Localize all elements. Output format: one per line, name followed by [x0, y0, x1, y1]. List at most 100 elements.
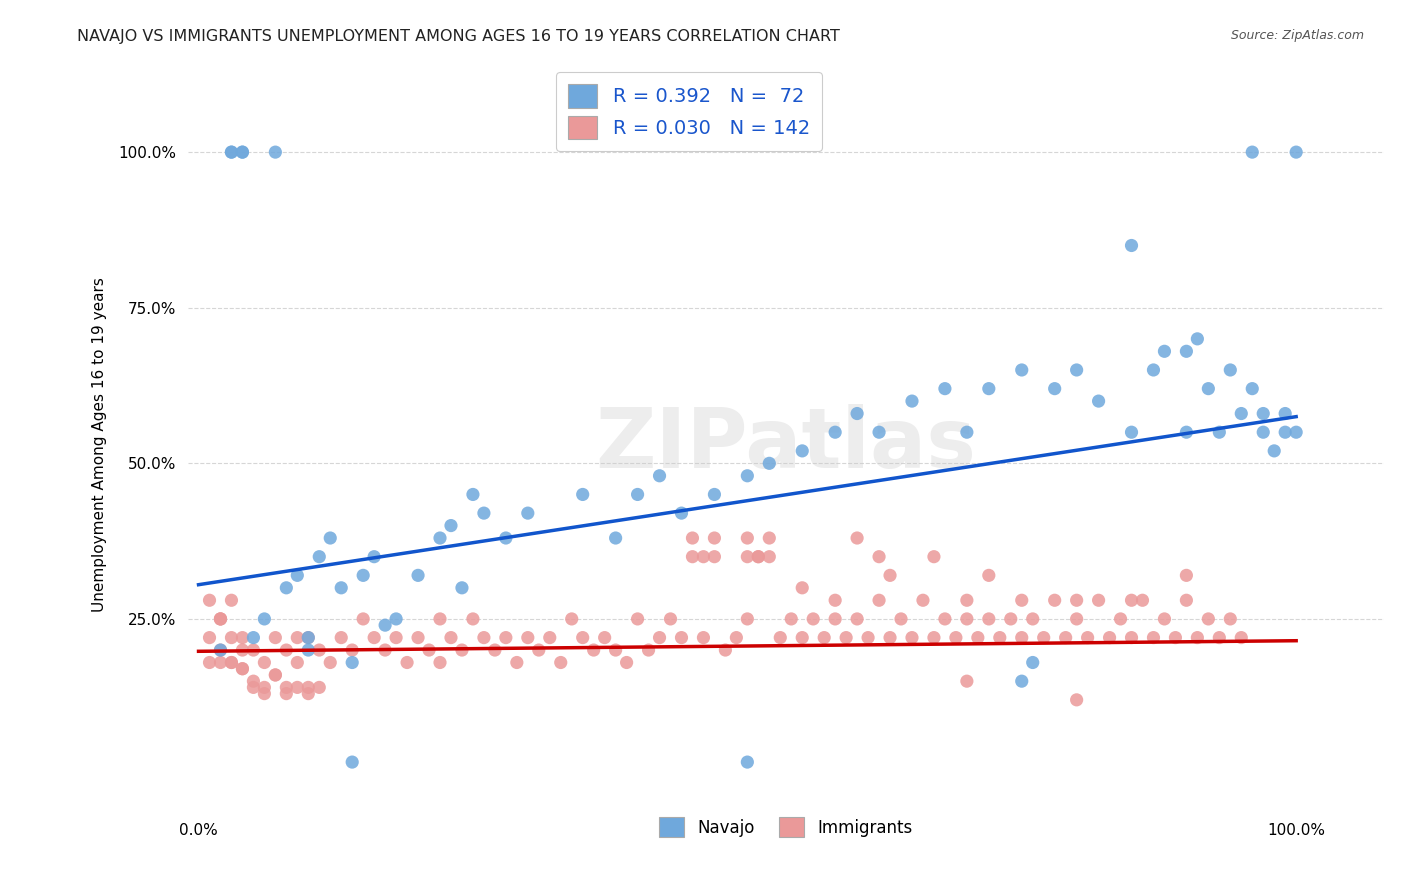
Point: [769, 631, 792, 645]
Point: [747, 549, 769, 564]
Point: [703, 487, 725, 501]
Point: [231, 145, 253, 160]
Point: [297, 631, 319, 645]
Point: [506, 656, 529, 670]
Point: [221, 656, 243, 670]
Point: [737, 755, 759, 769]
Point: [495, 631, 517, 645]
Point: [429, 612, 451, 626]
Point: [846, 612, 869, 626]
Point: [1011, 593, 1033, 607]
Point: [231, 145, 253, 160]
Point: [1121, 425, 1143, 440]
Point: [605, 643, 627, 657]
Point: [626, 487, 648, 501]
Point: [231, 662, 253, 676]
Point: [396, 656, 419, 670]
Point: [1230, 631, 1253, 645]
Point: [792, 631, 814, 645]
Point: [406, 631, 429, 645]
Point: [1011, 674, 1033, 689]
Point: [406, 568, 429, 582]
Point: [209, 643, 232, 657]
Point: [319, 656, 342, 670]
Point: [538, 631, 561, 645]
Point: [692, 549, 714, 564]
Point: [1175, 568, 1198, 582]
Point: [472, 506, 495, 520]
Point: [242, 681, 264, 695]
Point: [1066, 593, 1088, 607]
Point: [977, 568, 1000, 582]
Point: [571, 631, 593, 645]
Point: [703, 549, 725, 564]
Point: [571, 487, 593, 501]
Point: [253, 612, 276, 626]
Point: [221, 145, 243, 160]
Point: [1285, 145, 1308, 160]
Point: [440, 631, 463, 645]
Point: [956, 425, 979, 440]
Text: NAVAJO VS IMMIGRANTS UNEMPLOYMENT AMONG AGES 16 TO 19 YEARS CORRELATION CHART: NAVAJO VS IMMIGRANTS UNEMPLOYMENT AMONG …: [77, 29, 841, 44]
Point: [1087, 394, 1109, 409]
Point: [1011, 363, 1033, 377]
Point: [253, 656, 276, 670]
Point: [561, 612, 583, 626]
Point: [385, 612, 408, 626]
Point: [253, 687, 276, 701]
Point: [264, 631, 287, 645]
Point: [846, 407, 869, 421]
Point: [363, 549, 385, 564]
Point: [231, 631, 253, 645]
Point: [1066, 612, 1088, 626]
Point: [330, 581, 353, 595]
Point: [221, 145, 243, 160]
Point: [198, 656, 221, 670]
Point: [516, 631, 538, 645]
Point: [593, 631, 616, 645]
Point: [725, 631, 748, 645]
Point: [922, 549, 945, 564]
Point: [879, 631, 901, 645]
Point: [714, 643, 737, 657]
Point: [1208, 425, 1230, 440]
Point: [461, 487, 484, 501]
Point: [1274, 425, 1296, 440]
Point: [934, 382, 956, 396]
Point: [1164, 631, 1187, 645]
Point: [671, 506, 693, 520]
Point: [582, 643, 605, 657]
Point: [461, 612, 484, 626]
Legend: Navajo, Immigrants: Navajo, Immigrants: [652, 810, 920, 844]
Point: [1121, 238, 1143, 252]
Text: Source: ZipAtlas.com: Source: ZipAtlas.com: [1230, 29, 1364, 42]
Point: [911, 593, 934, 607]
Point: [692, 631, 714, 645]
Point: [626, 612, 648, 626]
Point: [868, 593, 890, 607]
Point: [671, 631, 693, 645]
Point: [890, 612, 912, 626]
Point: [319, 531, 342, 545]
Point: [1000, 612, 1022, 626]
Point: [1066, 693, 1088, 707]
Point: [824, 593, 846, 607]
Point: [264, 145, 287, 160]
Point: [308, 549, 330, 564]
Point: [1187, 631, 1209, 645]
Point: [682, 549, 704, 564]
Point: [758, 531, 780, 545]
Point: [451, 643, 474, 657]
Point: [1230, 407, 1253, 421]
Point: [1241, 382, 1264, 396]
Point: [1077, 631, 1099, 645]
Point: [1043, 593, 1066, 607]
Point: [758, 549, 780, 564]
Point: [1274, 407, 1296, 421]
Point: [253, 681, 276, 695]
Point: [340, 755, 363, 769]
Point: [977, 612, 1000, 626]
Point: [956, 593, 979, 607]
Point: [824, 612, 846, 626]
Point: [737, 468, 759, 483]
